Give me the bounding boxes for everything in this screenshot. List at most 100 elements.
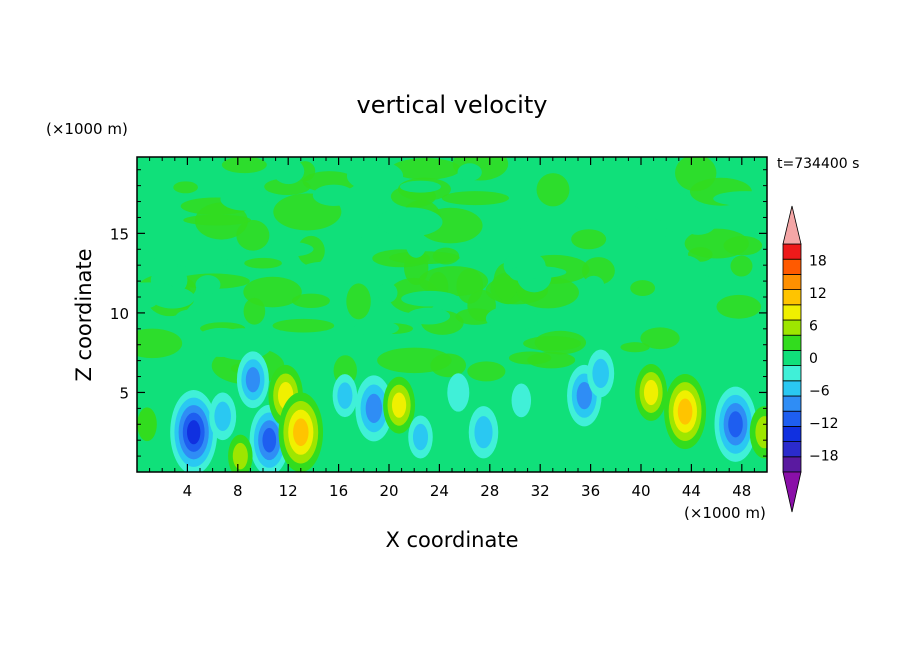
contour-feature [137, 407, 157, 442]
contour-band [391, 392, 407, 418]
colorbar-band [782, 365, 802, 382]
upper-patch [405, 230, 427, 258]
upper-patch [713, 191, 767, 207]
x-axis: 4 8 12 16 20 24 28 32 36 40 44 48 [149, 157, 755, 500]
upper-patch [194, 202, 248, 240]
colorbar-band [782, 456, 802, 473]
contour-feature [355, 375, 393, 442]
upper-patch [243, 297, 266, 325]
contour-feature [236, 351, 269, 409]
colorbar-band [782, 380, 802, 397]
colorbar-band [782, 273, 802, 290]
chart-title: vertical velocity [357, 91, 548, 119]
upper-patch [137, 157, 165, 174]
colorbar-tick-label: −18 [809, 449, 839, 465]
upper-patch [627, 226, 674, 238]
contour-band [728, 411, 743, 438]
y-tick-label: 15 [110, 225, 129, 243]
contour-band [186, 420, 201, 445]
colorbar-over-arrow [782, 205, 802, 245]
upper-patch [664, 255, 703, 283]
x-tick-label: 28 [480, 482, 499, 500]
upper-patch [467, 361, 506, 382]
upper-patch [457, 163, 482, 182]
contour-band [447, 373, 470, 412]
colorbar-tick-label: −12 [809, 416, 839, 432]
upper-patch [508, 351, 552, 365]
colorbar-band [782, 289, 802, 306]
upper-patch [418, 266, 489, 297]
y-axis: 5 10 15 [110, 169, 767, 457]
upper-patch [244, 257, 282, 269]
contour-feature [332, 374, 358, 418]
upper-patch [630, 280, 656, 296]
upper-patch [264, 178, 311, 195]
upper-patch [723, 236, 763, 256]
colorbar-band [782, 410, 802, 427]
colorbar-band [782, 319, 802, 336]
upper-patch [401, 290, 459, 307]
upper-patch [137, 328, 183, 359]
contour-band [576, 381, 592, 410]
plot-area [137, 157, 767, 472]
contour-feature [228, 434, 253, 472]
upper-patch [220, 187, 268, 211]
upper-patch [354, 320, 399, 336]
x-tick-label: 40 [631, 482, 650, 500]
contour-feature [408, 415, 433, 459]
y-tick-label: 5 [119, 384, 129, 402]
contour-feature [511, 383, 532, 418]
x-tick-label: 20 [379, 482, 398, 500]
colorbar-band [782, 395, 802, 412]
contour-band [245, 367, 261, 393]
upper-patch [441, 191, 509, 206]
upper-patch [266, 241, 314, 257]
x-tick-label: 36 [581, 482, 600, 500]
x-tick-label: 16 [329, 482, 348, 500]
contour-band [474, 416, 493, 449]
upper-patch [406, 307, 451, 325]
x-tick-label: 4 [183, 482, 193, 500]
contour-band [511, 383, 532, 418]
upper-patch [640, 327, 680, 350]
contour-feature [664, 373, 707, 450]
upper-patch [582, 275, 605, 297]
contour-feature [209, 392, 237, 441]
contour-band [592, 358, 609, 389]
upper-patch [221, 157, 267, 174]
upper-patch [571, 229, 607, 250]
colorbar-tick-label: 18 [809, 253, 827, 269]
upper-patch [195, 275, 221, 295]
x-tick-label: 44 [682, 482, 701, 500]
contour-feature [170, 390, 218, 472]
contour-feature [635, 364, 668, 421]
contour-layers [137, 349, 767, 472]
upper-patch [620, 342, 650, 353]
x-tick-label: 32 [531, 482, 550, 500]
colorbar-band [782, 304, 802, 321]
upper-patch [474, 231, 501, 251]
colorbar-band [782, 441, 802, 458]
contour-band [337, 382, 353, 409]
y-axis-label: Z coordinate [72, 248, 96, 381]
upper-patch [389, 251, 460, 265]
contour-band [293, 418, 309, 447]
upper-patches [137, 157, 767, 387]
upper-patch [455, 308, 495, 325]
upper-patch [377, 282, 398, 303]
contour-band [677, 398, 693, 425]
x-tick-label: 48 [732, 482, 751, 500]
x-axis-label: X coordinate [385, 528, 518, 552]
upper-patch [174, 309, 203, 328]
contour-feature [447, 373, 470, 412]
colorbar-band [782, 243, 802, 260]
colorbar-tick-label: 12 [809, 286, 827, 302]
upper-patch [346, 160, 404, 192]
upper-patch [505, 266, 567, 279]
x-tick-label: 24 [430, 482, 449, 500]
colorbar-band [782, 258, 802, 275]
contour-band [755, 416, 767, 449]
x-tick-label: 12 [279, 482, 298, 500]
